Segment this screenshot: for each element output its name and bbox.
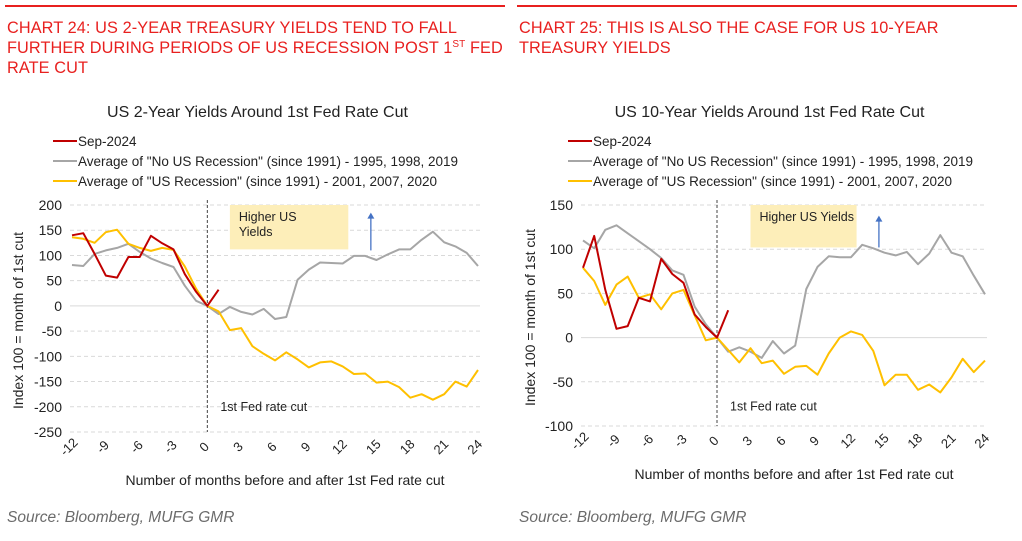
chart-heading: CHART 24: US 2-YEAR TREASURY YIELDS TEND… [7,18,507,78]
higher-yields-label: Higher US Yields [760,210,855,224]
legend-item-sep2024: Sep-2024 [568,131,973,151]
heading-main: CHART 24: US 2-YEAR TREASURY YIELDS TEND… [7,19,457,57]
legend-item-recession: Average of "US Recession" (since 1991) -… [568,171,973,191]
y-axis-label: Index 100 = month of 1st cut [10,232,26,409]
no-recession-line [71,230,479,320]
y-tick-label: -100 [34,348,62,364]
up-arrow-head-icon [367,212,375,219]
x-tick-label: 21 [431,436,452,457]
y-tick-label: 200 [39,197,63,213]
y-tick-label: -50 [42,323,62,339]
y-tick-label: 100 [39,247,63,263]
legend-item-no-recession: Average of "No US Recession" (since 1991… [568,151,973,171]
x-tick-label: -9 [93,437,112,456]
higher-yields-box [229,205,349,250]
chart-24-panel: CHART 24: US 2-YEAR TREASURY YIELDS TEND… [5,0,510,541]
y-tick-label: -250 [34,424,62,440]
legend: Sep-2024 Average of "No US Recession" (s… [53,131,458,191]
y-tick-label: -150 [34,374,62,390]
source-note: Source: Bloomberg, MUFG GMR [519,509,747,526]
y-tick-label: -50 [553,374,573,390]
x-tick-label: 18 [397,436,418,457]
x-tick-label: -6 [637,431,656,450]
higher-yields-box [750,205,857,248]
x-tick-label: 3 [230,439,246,455]
recession-line [582,267,986,394]
x-tick-label: 24 [464,436,485,457]
legend-label: Sep-2024 [78,133,137,149]
y-tick-label: 150 [550,197,574,213]
legend: Sep-2024 Average of "No US Recession" (s… [568,131,973,191]
x-tick-label: 24 [971,430,992,451]
x-tick-label: 12 [837,430,858,451]
x-axis-label: Number of months before and after 1st Fe… [125,472,444,488]
y-axis-label: Index 100 = month of 1st cut [522,229,538,406]
x-tick-label: -6 [127,437,146,456]
x-tick-label: 18 [904,430,925,451]
chart-title: US 10-Year Yields Around 1st Fed Rate Cu… [614,104,925,121]
sep-2024-line [71,232,220,307]
up-arrow-head-icon [875,215,883,222]
y-tick-label: 100 [550,241,574,257]
x-tick-label: -9 [604,431,623,450]
y-tick-label: -100 [545,418,573,434]
heading-superscript: ST [452,39,466,50]
legend-label: Average of "US Recession" (since 1991) -… [78,173,438,189]
y-tick-label: 150 [39,222,63,238]
x-tick-label: 9 [806,433,822,449]
sep-2024-line [582,234,730,339]
recession-line [71,228,479,401]
chart-title: US 2-Year Yields Around 1st Fed Rate Cut [107,104,408,121]
x-tick-label: 21 [938,430,959,451]
legend-swatch-no-recession [568,160,592,162]
chart-25-panel: CHART 25: THIS IS ALSO THE CASE FOR US 1… [517,0,1022,541]
legend-label: Average of "No US Recession" (since 1991… [593,153,974,169]
heading-rule [517,5,1017,7]
legend-item-recession: Average of "US Recession" (since 1991) -… [53,171,458,191]
x-tick-label: 0 [706,433,722,449]
x-tick-label: -3 [671,431,690,450]
legend-swatch-sep2024 [53,140,77,142]
source-note: Source: Bloomberg, MUFG GMR [7,509,235,526]
legend-label: Average of "US Recession" (since 1991) -… [593,173,953,189]
legend-swatch-no-recession [53,160,77,162]
x-tick-label: 9 [298,439,314,455]
chart-heading: CHART 25: THIS IS ALSO THE CASE FOR US 1… [519,18,1019,58]
no-recession-line [582,224,986,359]
heading-rule [5,5,505,7]
y-tick-label: 0 [54,298,62,314]
fed-cut-label: 1st Fed rate cut [730,400,817,414]
y-tick-label: -200 [34,399,62,415]
legend-label: Sep-2024 [593,133,652,149]
x-tick-label: 3 [739,433,755,449]
higher-yields-label: Yields [239,225,273,239]
legend-swatch-sep2024 [568,140,592,142]
heading-tail: FED RATE CUT [7,39,503,77]
x-tick-label: 15 [363,436,384,457]
legend-item-no-recession: Average of "No US Recession" (since 1991… [53,151,458,171]
x-tick-label: 0 [196,439,212,455]
y-tick-label: 50 [557,285,573,301]
legend-swatch-recession [568,180,592,182]
y-tick-label: 50 [46,273,62,289]
higher-yields-label: Higher US [239,210,297,224]
legend-item-sep2024: Sep-2024 [53,131,458,151]
fed-cut-label: 1st Fed rate cut [220,400,307,414]
legend-label: Average of "No US Recession" (since 1991… [78,153,459,169]
heading-main: CHART 25: THIS IS ALSO THE CASE FOR US 1… [519,19,939,57]
x-tick-label: 6 [773,433,789,449]
x-tick-label: 12 [329,436,350,457]
x-tick-label: 15 [871,430,892,451]
y-tick-label: 0 [565,330,573,346]
x-axis-label: Number of months before and after 1st Fe… [634,466,953,482]
x-tick-label: -3 [161,437,180,456]
legend-swatch-recession [53,180,77,182]
x-tick-label: 6 [264,439,280,455]
